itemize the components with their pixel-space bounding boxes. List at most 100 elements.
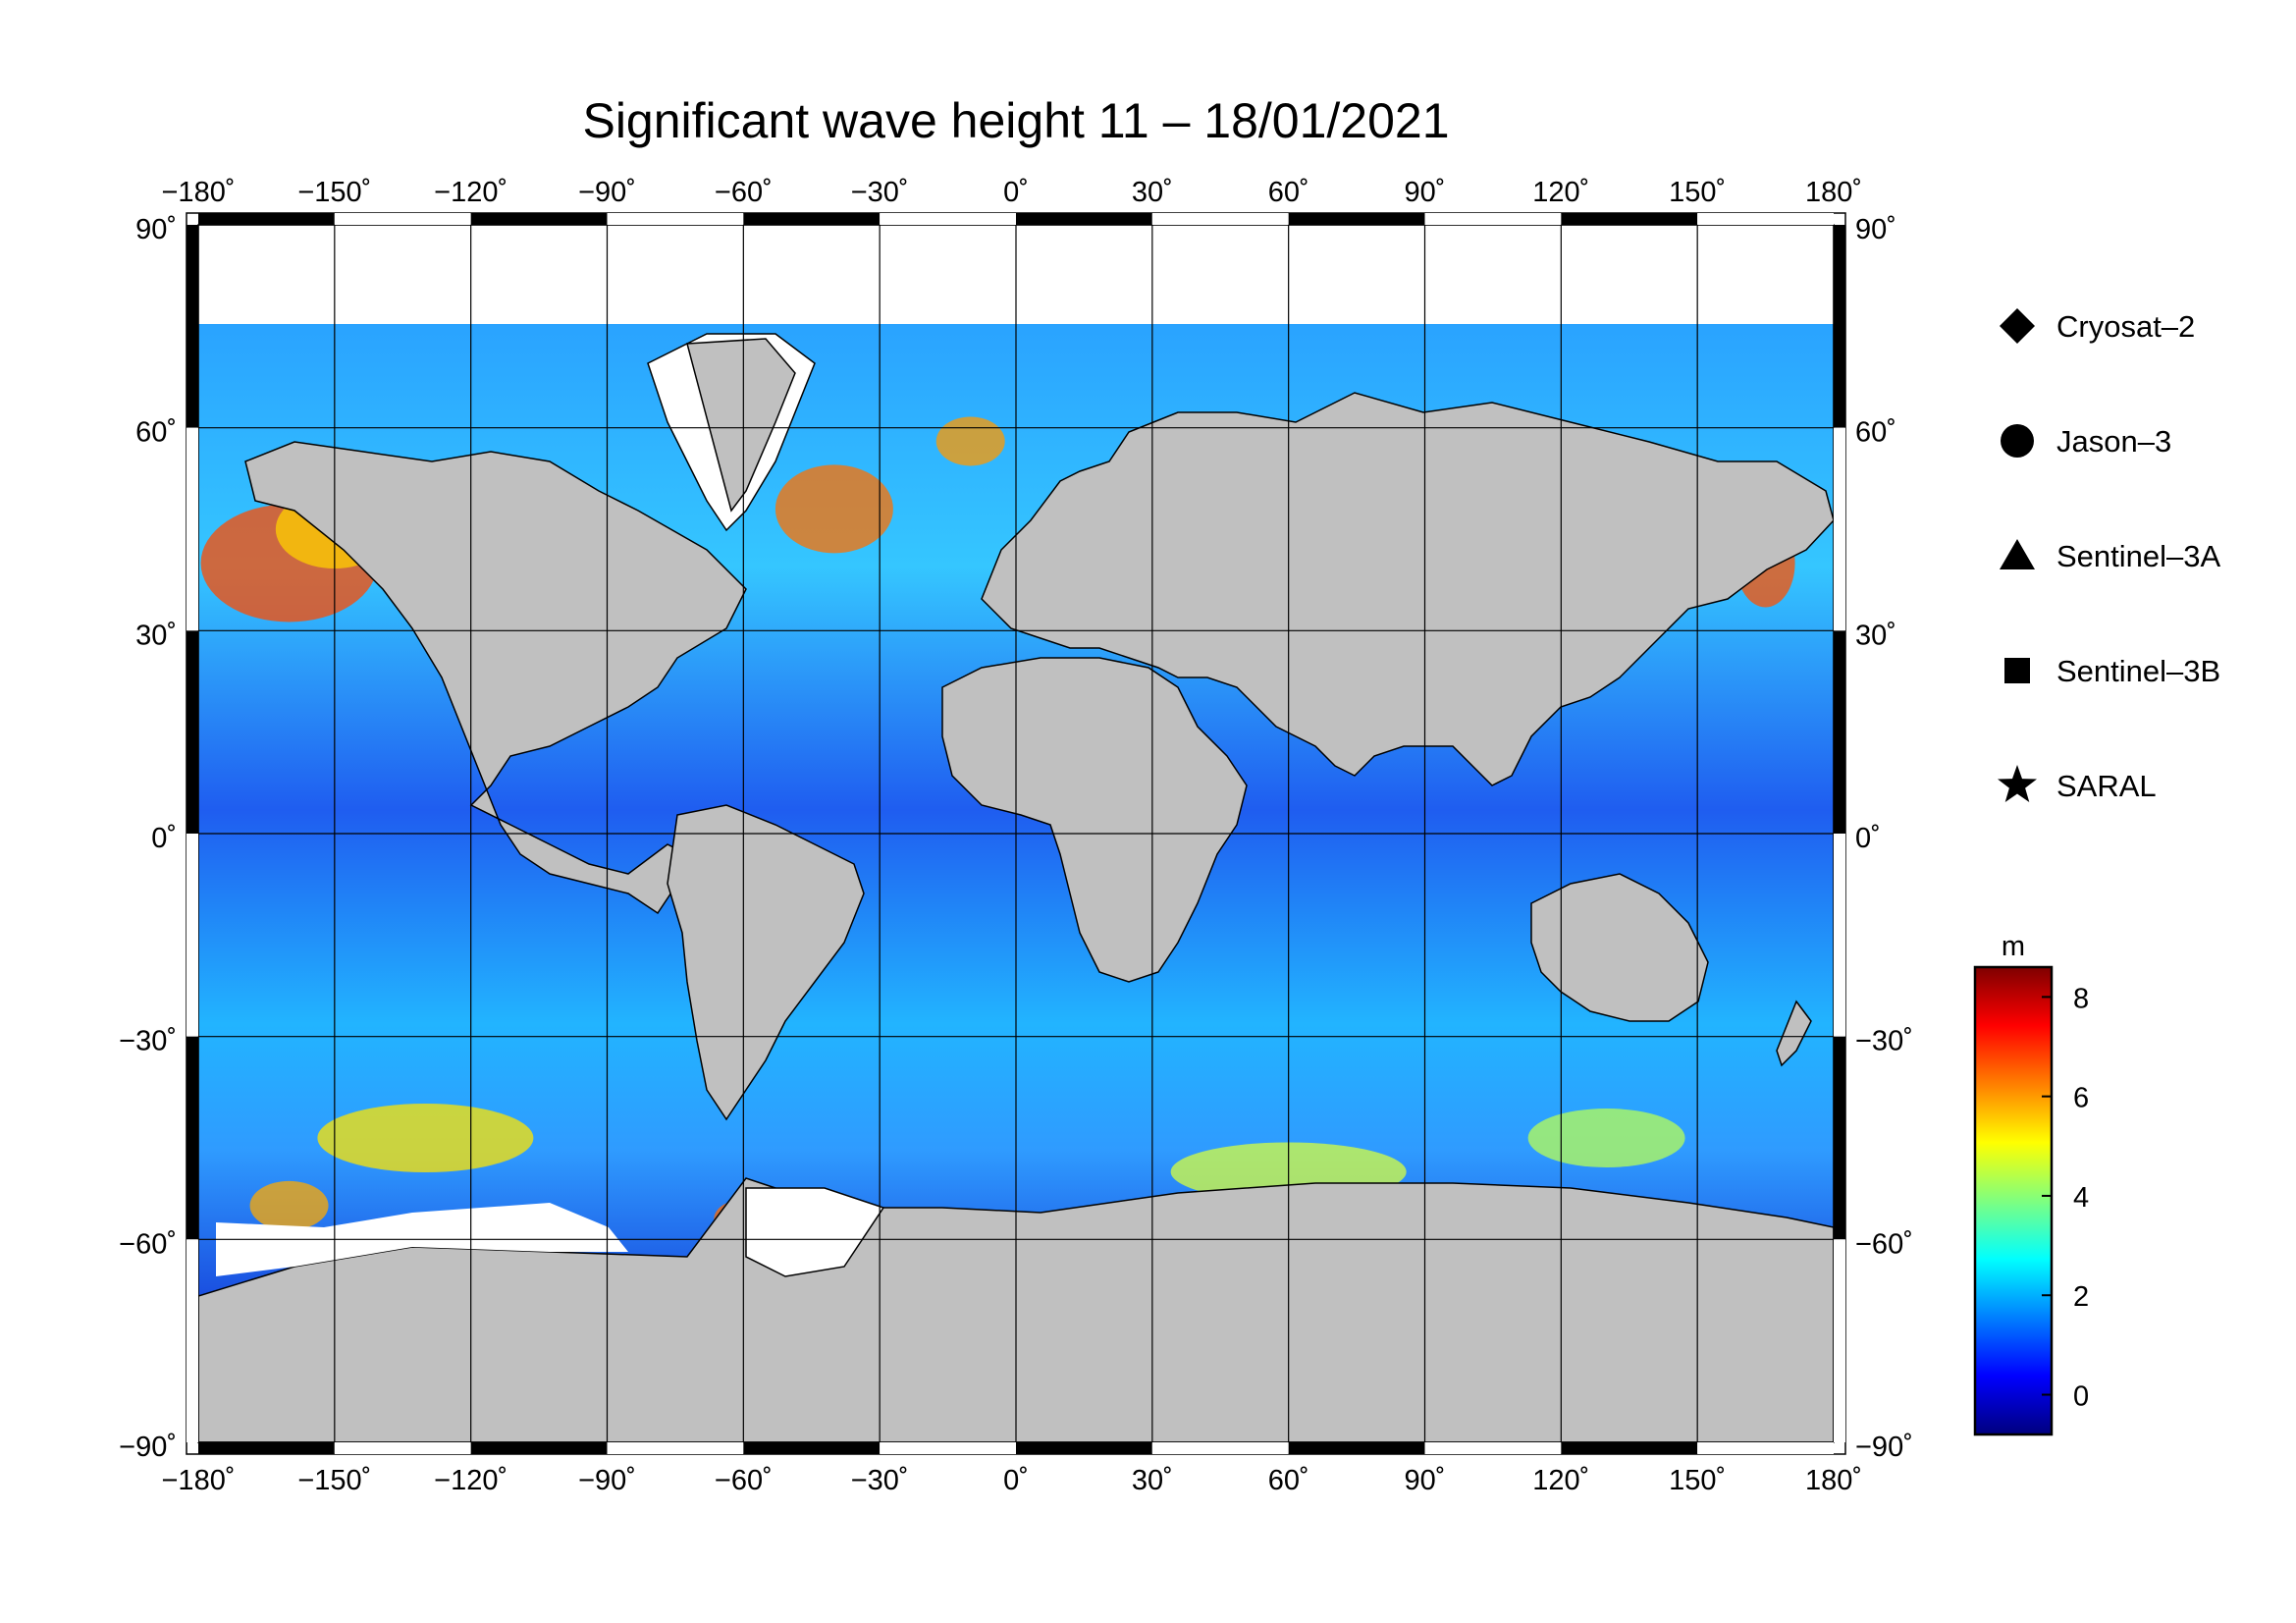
- lon-tick-label-top: 150˚: [1669, 177, 1726, 208]
- frame-bar-bottom: [1151, 1442, 1289, 1454]
- lon-tick-label-top: −60˚: [715, 177, 773, 208]
- colorbar-ramp: [1973, 965, 2054, 1436]
- land-south-america: [667, 804, 865, 1121]
- frame-bar-bottom: [470, 1442, 608, 1454]
- frame-bar-right: [1834, 630, 1845, 834]
- lat-tick-label-right: 0˚: [1855, 823, 1881, 854]
- frame-bar-bottom: [1561, 1442, 1698, 1454]
- lon-tick-label-bottom: 90˚: [1405, 1465, 1446, 1496]
- tick-labels: −180˚ −180˚ −150˚ −150˚ −120˚ −120˚ −90˚ −90˚ −6…: [119, 177, 1913, 1496]
- frame-bar-left: [187, 427, 198, 631]
- lon-tick-label-bottom: −150˚: [297, 1465, 371, 1496]
- legend-label: Cryosat–2: [2056, 309, 2195, 344]
- land-north-america: [244, 441, 747, 915]
- frame-bar-top: [198, 213, 335, 225]
- lon-tick-label-bottom: 120˚: [1532, 1465, 1589, 1496]
- colorbar-tick-label: 0: [2073, 1380, 2089, 1412]
- swh-hotspot-2: [774, 464, 893, 554]
- lon-tick-label-top: 180˚: [1805, 177, 1862, 208]
- frame-bar-top: [1151, 213, 1289, 225]
- lon-tick-label-bottom: 150˚: [1669, 1465, 1726, 1496]
- lon-tick-label-bottom: −90˚: [578, 1465, 636, 1496]
- frame-bar-top: [880, 213, 1016, 225]
- frame-bar-top: [1697, 213, 1834, 225]
- swh-hotspot-3: [935, 416, 1005, 466]
- square-icon: [2004, 658, 2030, 683]
- frame-bar-right: [1834, 1239, 1845, 1442]
- frame-bar-left: [187, 225, 198, 428]
- frame-bar-top: [1561, 213, 1698, 225]
- diamond-icon: [2000, 308, 2035, 344]
- lon-tick-label-top: −150˚: [297, 177, 371, 208]
- circle-icon: [2001, 424, 2034, 458]
- frame-bar-left: [187, 1036, 198, 1240]
- triangle-icon: [2000, 539, 2035, 569]
- legend-label: Sentinel–3A: [2056, 539, 2221, 573]
- lon-tick-label-bottom: 60˚: [1268, 1465, 1309, 1496]
- land-new-zealand: [1776, 1000, 1812, 1067]
- lon-tick-label-top: −90˚: [578, 177, 636, 208]
- colorbar: m 0 2 4 6 8: [1973, 931, 2089, 1436]
- colorbar-tick-label: 4: [2073, 1182, 2089, 1214]
- lon-tick-label-bottom: −120˚: [434, 1465, 507, 1496]
- lon-tick-label-bottom: 180˚: [1805, 1465, 1862, 1496]
- legend-item-diamond: Cryosat–2: [2000, 308, 2195, 344]
- swh-hotspot-7: [249, 1180, 329, 1230]
- lon-tick-label-bottom: −60˚: [715, 1465, 773, 1496]
- lat-tick-label-left: 0˚: [151, 823, 177, 854]
- frame-bar-top: [1016, 213, 1152, 225]
- lat-tick-label-left: −60˚: [119, 1228, 177, 1260]
- map-area: [198, 225, 1834, 1442]
- frame-bar-bottom: [1288, 1442, 1425, 1454]
- swh-hotspot-5: [317, 1104, 534, 1172]
- frame-bar-left: [187, 1239, 198, 1442]
- lat-tick-label-left: 60˚: [135, 417, 177, 449]
- lon-tick-label-bottom: −180˚: [162, 1465, 236, 1496]
- frame-bar-right: [1834, 1036, 1845, 1240]
- colorbar-tick-label: 2: [2073, 1281, 2089, 1313]
- legend-item-triangle: Sentinel–3A: [2000, 539, 2221, 573]
- frame-bar-top: [334, 213, 471, 225]
- frame-bar-right: [1834, 834, 1845, 1037]
- legend-item-square: Sentinel–3B: [2004, 654, 2220, 688]
- lon-tick-label-top: 0˚: [1003, 177, 1029, 208]
- legend-item-circle: Jason–3: [2001, 424, 2171, 459]
- colorbar-unit: m: [2002, 931, 2025, 962]
- lon-tick-label-top: 60˚: [1268, 177, 1309, 208]
- land-eurasia: [981, 392, 1834, 786]
- satellite-legend: Cryosat–2 Jason–3 Sentinel–3A Sentinel–3B SA…: [1998, 308, 2221, 803]
- colorbar-tick-label: 6: [2073, 1083, 2089, 1114]
- lon-tick-label-top: −120˚: [434, 177, 507, 208]
- legend-label: Jason–3: [2056, 424, 2171, 459]
- map-title: Significant wave height 11 – 18/01/2021: [582, 93, 1449, 148]
- lat-tick-label-right: −90˚: [1855, 1432, 1913, 1463]
- lon-tick-label-bottom: 30˚: [1132, 1465, 1173, 1496]
- map-frame: [186, 212, 1846, 1455]
- frame-bar-bottom: [880, 1442, 1016, 1454]
- lat-tick-label-right: 30˚: [1855, 620, 1896, 651]
- frame-bar-right: [1834, 225, 1845, 428]
- frame-bar-top: [607, 213, 744, 225]
- lat-tick-label-left: 90˚: [135, 214, 177, 245]
- frame-bar-bottom: [334, 1442, 471, 1454]
- frame-bar-left: [187, 630, 198, 834]
- frame-bar-right: [1834, 427, 1845, 631]
- frame-bar-left: [187, 834, 198, 1037]
- frame-bar-bottom: [198, 1442, 335, 1454]
- lat-tick-label-right: −60˚: [1855, 1228, 1913, 1260]
- lon-tick-label-bottom: −30˚: [851, 1465, 909, 1496]
- lat-tick-label-left: 30˚: [135, 620, 177, 651]
- frame-bar-top: [1288, 213, 1425, 225]
- lon-tick-label-top: −180˚: [162, 177, 236, 208]
- ice-shelf-weddell: [745, 1187, 885, 1277]
- frame-bar-bottom: [1016, 1442, 1152, 1454]
- graticule: [198, 225, 1834, 1442]
- frame-bar-bottom: [1424, 1442, 1562, 1454]
- lon-tick-label-top: −30˚: [851, 177, 909, 208]
- lat-tick-label-right: 60˚: [1855, 417, 1896, 449]
- frame-bar-top: [743, 213, 881, 225]
- lon-tick-label-top: 90˚: [1405, 177, 1446, 208]
- swh-hotspot-9: [1527, 1109, 1685, 1167]
- land-africa: [941, 657, 1248, 983]
